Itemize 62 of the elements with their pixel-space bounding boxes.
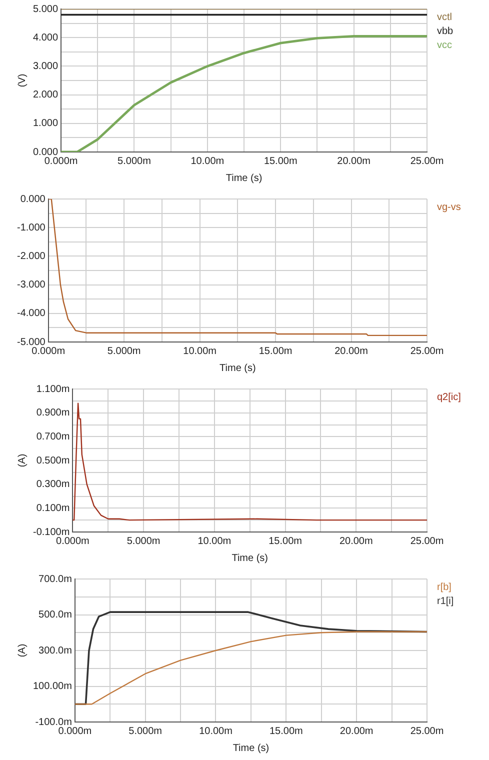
y-tick-label: 0.700m bbox=[36, 431, 70, 442]
x-tick-label: 0.000m bbox=[44, 156, 78, 167]
x-axis-title: Time (s) bbox=[232, 552, 268, 564]
x-tick-label: 0.000m bbox=[56, 536, 90, 547]
y-tick-label: -100.0m bbox=[35, 716, 72, 728]
y-axis-title: (A) bbox=[16, 454, 28, 468]
y-tick-label: 0.300m bbox=[36, 479, 70, 490]
series-label: vbb bbox=[437, 26, 454, 37]
text: r1[i] bbox=[437, 596, 454, 607]
x-tick-label: 15.00m bbox=[268, 536, 302, 547]
x-axis-title: Time (s) bbox=[220, 362, 256, 374]
y-tick-label: 0.500m bbox=[36, 455, 70, 466]
y-tick-label: 0.900m bbox=[36, 408, 70, 419]
x-tick-label: 5.000m bbox=[118, 156, 151, 167]
x-tick-label: 15.00m bbox=[264, 156, 298, 167]
series-label: vctl bbox=[437, 12, 452, 23]
x-tick-label: 25.00m bbox=[410, 156, 444, 167]
y-tick-label: 5.000 bbox=[32, 4, 58, 15]
y-tick-label: 1.000 bbox=[32, 118, 58, 130]
y-tick-label: -5.000 bbox=[16, 336, 46, 348]
x-tick-label: 25.00m bbox=[410, 346, 444, 357]
y-axis-title: (V) bbox=[16, 74, 28, 88]
x-tick-label: 10.00m bbox=[199, 726, 232, 737]
x-axis-title: Time (s) bbox=[232, 742, 270, 754]
x-tick-label: 5.000m bbox=[126, 536, 160, 547]
x-tick-label: 25.00m bbox=[410, 726, 444, 737]
y-tick-label: -3.000 bbox=[16, 280, 46, 291]
x-tick-label: 20.00m bbox=[339, 536, 373, 547]
text: vg-vs bbox=[437, 202, 461, 213]
y-tick-label: 500.0m bbox=[38, 610, 72, 620]
series-label: vcc bbox=[437, 40, 452, 51]
x-tick-label: 20.00m bbox=[337, 156, 370, 167]
x-tick-label: 10.00m bbox=[183, 346, 216, 357]
y-tick-label: -4.000 bbox=[16, 308, 46, 320]
text: r[b] bbox=[437, 582, 452, 593]
x-axis-title: Time (s) bbox=[226, 172, 262, 184]
y-tick-label: 1.100m bbox=[36, 384, 70, 395]
x-tick-label: 20.00m bbox=[334, 346, 368, 357]
x-tick-label: 0.000m bbox=[32, 346, 66, 357]
y-tick-label: 100.00m bbox=[32, 681, 72, 692]
x-tick-label: 25.00m bbox=[410, 536, 444, 547]
x-tick-label: 10.00m bbox=[198, 536, 232, 547]
y-tick-label: 0.000 bbox=[32, 146, 58, 158]
x-tick-label: 5.000m bbox=[128, 726, 162, 737]
y-tick-label: 4.000 bbox=[32, 32, 58, 44]
x-tick-label: 15.00m bbox=[269, 726, 303, 737]
x-tick-label: 20.00m bbox=[340, 726, 374, 737]
y-tick-label: 700.0m bbox=[38, 574, 72, 585]
x-tick-label: 10.00m bbox=[190, 156, 224, 167]
text: q2[ic] bbox=[437, 392, 462, 403]
y-tick-label: -0.100m bbox=[32, 526, 70, 538]
y-tick-label: 0.100m bbox=[36, 502, 70, 514]
y-axis-title: (A) bbox=[16, 644, 28, 658]
y-tick-label: 3.000 bbox=[32, 60, 58, 72]
y-tick-label: 0.000 bbox=[20, 194, 46, 205]
y-tick-label: -2.000 bbox=[16, 250, 46, 262]
y-tick-label: -1.000 bbox=[16, 222, 46, 234]
y-tick-label: 2.000 bbox=[32, 90, 58, 101]
y-tick-label: 300.0m bbox=[38, 645, 72, 656]
x-tick-label: 0.000m bbox=[58, 726, 92, 737]
x-tick-label: 5.000m bbox=[107, 346, 141, 357]
x-tick-label: 15.00m bbox=[258, 346, 292, 357]
